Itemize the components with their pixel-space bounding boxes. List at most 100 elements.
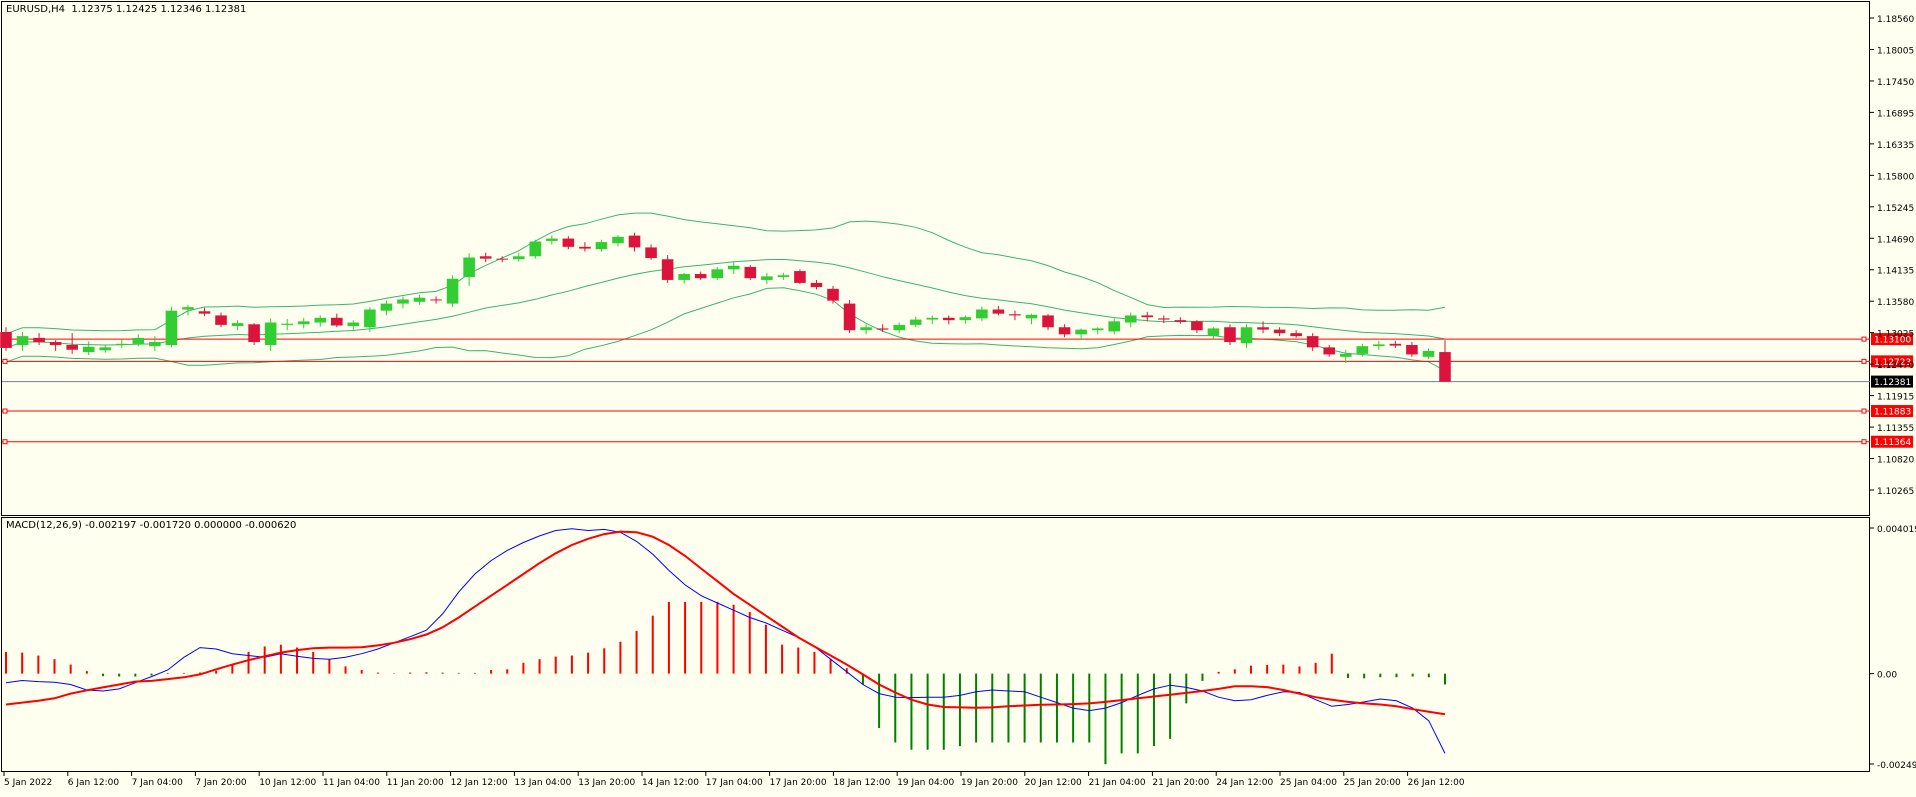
time-label: 17 Jan 04:00 — [706, 778, 763, 788]
bear-candle — [0, 331, 12, 348]
line-price-label: 1.11883 — [1874, 408, 1911, 418]
bear-candle — [810, 282, 823, 288]
bear-candle — [661, 259, 674, 280]
horizontal-lines: 1.13100 1.12723 1.11883 1.11364 1.12381 — [2, 333, 1913, 448]
time-label: 26 Jan 12:00 — [1408, 778, 1465, 788]
bear-candle — [1439, 352, 1451, 382]
bull-candle — [413, 297, 426, 302]
time-label: 11 Jan 20:00 — [387, 778, 444, 788]
bull-candle — [314, 317, 327, 323]
line-handle — [2, 358, 8, 364]
bull-candle — [231, 323, 244, 327]
time-label: 24 Jan 12:00 — [1216, 778, 1273, 788]
price-label: 1.17450 — [1877, 78, 1914, 88]
bear-candle — [1174, 320, 1187, 322]
bear-candle — [794, 271, 806, 283]
bear-candle — [694, 274, 707, 279]
candles — [0, 232, 1451, 382]
current-price-label: 1.12381 — [1874, 378, 1911, 388]
bull-candle — [1240, 327, 1253, 344]
symbol-ohlc-header: EURUSD,H4 1.12375 1.12425 1.12346 1.1238… — [6, 4, 246, 15]
bull-candle — [860, 327, 872, 331]
time-label: 25 Jan 20:00 — [1344, 778, 1401, 788]
bear-candle — [1009, 314, 1021, 316]
time-label: 6 Jan 12:00 — [68, 778, 120, 788]
time-label: 5 Jan 2022 — [4, 778, 52, 788]
band-upper — [5, 212, 1446, 335]
bear-candle — [992, 309, 1005, 314]
bear-candle — [1058, 327, 1071, 335]
price-label: 1.10820 — [1877, 456, 1914, 466]
line-price-label: 1.12723 — [1874, 358, 1911, 368]
bull-candle — [1373, 344, 1385, 347]
bear-candle — [1158, 318, 1170, 320]
macd-pane-frame — [1, 517, 1870, 772]
bull-candle — [529, 241, 542, 257]
line-price-tag — [1871, 355, 1913, 368]
bear-candle — [496, 258, 508, 260]
bull-candle — [149, 342, 161, 347]
line-price-label: 1.13100 — [1874, 336, 1911, 346]
bear-candle — [33, 337, 45, 343]
bull-candle — [976, 309, 988, 319]
bull-candle — [446, 278, 459, 304]
bear-candle — [1257, 327, 1269, 330]
price-label: 1.10265 — [1877, 487, 1914, 497]
bull-candle — [761, 276, 773, 280]
price-label: 1.15800 — [1877, 172, 1914, 182]
band-lower — [5, 287, 1446, 372]
bull-candle — [711, 269, 724, 279]
line-handle — [2, 439, 8, 445]
line-price-tag — [1871, 333, 1913, 346]
time-label: 14 Jan 12:00 — [642, 778, 699, 788]
bull-candle — [595, 242, 608, 250]
bull-candle — [909, 319, 922, 325]
line-handle — [2, 408, 8, 414]
price-label: 1.13580 — [1877, 298, 1914, 308]
bear-candle — [1290, 333, 1302, 337]
bear-candle — [1323, 347, 1336, 355]
time-label: 10 Jan 12:00 — [259, 778, 316, 788]
bear-candle — [579, 246, 591, 249]
bear-candle — [66, 344, 78, 350]
bull-candle — [678, 274, 690, 280]
price-label: 1.18005 — [1877, 46, 1914, 56]
line-price-label: 1.11364 — [1874, 438, 1911, 448]
price-label: 1.16895 — [1877, 109, 1914, 119]
price-label: 1.14135 — [1877, 267, 1914, 277]
band-middle — [5, 258, 1446, 349]
time-label: 19 Jan 20:00 — [961, 778, 1018, 788]
bear-candle — [1389, 343, 1402, 346]
price-label: 1.18560 — [1877, 15, 1914, 25]
bear-candle — [248, 324, 260, 343]
bull-candle — [347, 322, 360, 327]
signal-line — [5, 530, 1446, 716]
macd-axis-label: 0.00 — [1877, 671, 1897, 681]
bull-candle — [959, 317, 972, 321]
bear-candle — [628, 235, 641, 248]
bear-candle — [1224, 327, 1236, 343]
bull-candle — [132, 337, 145, 344]
bear-candle — [1273, 329, 1286, 334]
bear-candle — [49, 342, 62, 345]
line-handle — [1861, 408, 1867, 414]
price-label: 1.11915 — [1877, 393, 1914, 403]
line-handle — [1861, 358, 1867, 364]
bear-candle — [198, 311, 211, 314]
time-label: 21 Jan 20:00 — [1152, 778, 1209, 788]
time-label: 20 Jan 12:00 — [1025, 778, 1082, 788]
bull-candle — [297, 321, 310, 325]
price-label: 1.12470 — [1877, 361, 1914, 371]
bear-candle — [1406, 344, 1418, 355]
bull-candle — [1207, 328, 1220, 336]
time-axis: 5 Jan 2022 6 Jan 12:00 7 Jan 04:00 7 Jan 20… — [3, 772, 1465, 788]
bull-candle — [1025, 314, 1038, 319]
bull-candle — [777, 275, 790, 277]
line-handle — [1861, 439, 1867, 445]
macd-lines — [5, 528, 1446, 754]
bull-candle — [182, 307, 194, 310]
macd-histogram — [5, 601, 1446, 765]
bull-candle — [281, 323, 293, 325]
